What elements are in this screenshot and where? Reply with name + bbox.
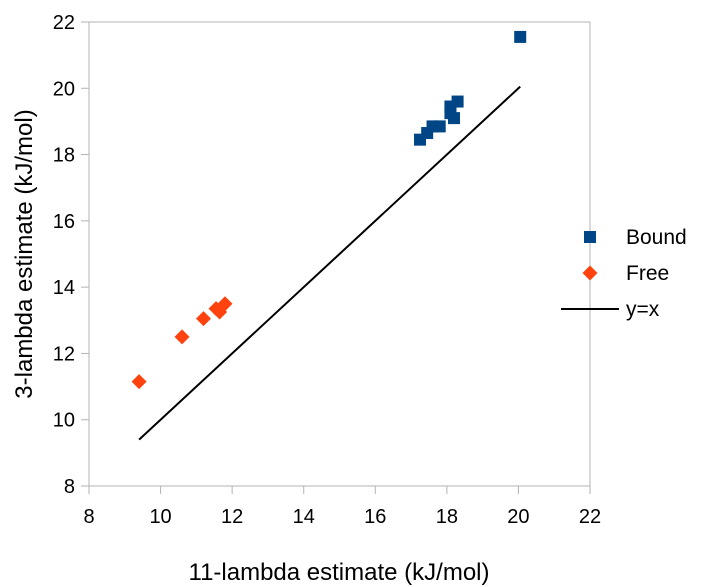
data-point <box>174 329 190 345</box>
legend-marker-swatch <box>582 265 598 281</box>
series-y-x <box>138 85 521 441</box>
y-tick-label: 12 <box>53 343 75 365</box>
data-point <box>217 296 233 312</box>
x-tick-label: 22 <box>579 506 601 528</box>
legend-item: y=x <box>561 298 660 321</box>
x-axis-title: 11-lambda estimate (kJ/mol) <box>189 559 490 586</box>
series-layer <box>131 30 527 441</box>
legend-label: Bound <box>626 226 687 249</box>
legend-label: y=x <box>626 298 660 321</box>
legend-marker-swatch <box>584 231 596 243</box>
legend-item: Free <box>582 262 669 285</box>
y-tick-label: 8 <box>64 476 75 498</box>
y-tick-label: 20 <box>53 78 75 100</box>
data-point <box>514 30 527 43</box>
data-point <box>433 120 446 133</box>
data-point <box>421 127 434 140</box>
x-tick-label: 18 <box>436 506 458 528</box>
y-tick-label: 16 <box>53 211 75 233</box>
x-tick-label: 14 <box>293 506 315 528</box>
x-tick-label: 8 <box>83 506 94 528</box>
data-point <box>196 311 212 327</box>
x-tick-label: 16 <box>364 506 386 528</box>
x-tick-label: 12 <box>221 506 243 528</box>
y-axis-title: 3-lambda estimate (kJ/mol) <box>11 109 38 398</box>
data-point <box>451 95 464 108</box>
y-tick-label: 18 <box>53 145 75 167</box>
x-tick-label: 20 <box>507 506 529 528</box>
y-tick-label: 22 <box>53 12 75 34</box>
y-tick-label: 10 <box>53 410 75 432</box>
plot-frame <box>88 21 591 487</box>
y-tick-label: 14 <box>53 277 75 299</box>
series-bound <box>414 30 527 146</box>
legend: Bound Free y=x <box>561 226 687 321</box>
legend-label: Free <box>626 262 669 285</box>
x-axis-ticks: 8 10 12 14 16 18 20 22 <box>83 486 601 528</box>
data-point <box>131 374 147 390</box>
x-tick-label: 10 <box>149 506 171 528</box>
y-axis-ticks: 8 10 12 14 16 18 20 22 <box>53 12 89 498</box>
reference-line <box>138 85 521 441</box>
series-free <box>131 296 233 390</box>
data-point <box>426 120 439 133</box>
data-point <box>448 112 461 125</box>
plot-area-border <box>88 21 591 487</box>
legend-item: Bound <box>584 226 687 249</box>
